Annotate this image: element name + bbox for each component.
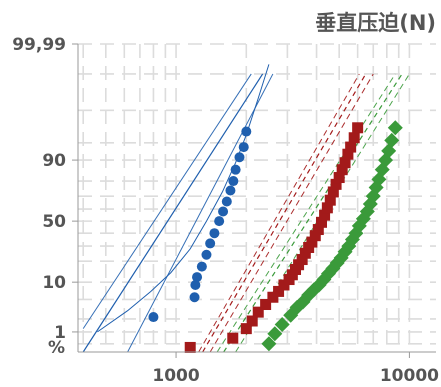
data-point [387,120,403,136]
data-point [315,216,327,228]
data-point [246,315,258,327]
gridlines [78,43,436,352]
data-point [324,194,336,206]
data-point [240,323,252,335]
data-point [384,132,400,148]
data-point [209,228,220,239]
chart-title: 垂直压迫(N) [315,11,436,35]
data-point [261,336,277,352]
data-point [221,196,232,207]
confidence-band-upper [198,73,360,352]
confidence-band-lower [209,73,374,352]
y-tick-label: 10 [42,273,66,293]
data-point [348,132,360,144]
axis-labels: 99,99 90 50 10 1% 1000 10000 [12,35,439,386]
confidence-band-upper [82,73,252,329]
fit-lines [82,73,403,352]
confidence-band-lower [127,73,274,352]
confidence-band-upper [216,73,396,352]
data-point [189,292,200,303]
data-point [227,332,239,344]
data-point [306,236,318,248]
x-tick-label: 10000 [380,366,439,386]
y-tick-label: 1 [54,323,66,343]
data-point [312,224,324,236]
data-point [252,306,264,318]
confidence-band-mid [97,64,270,333]
data-point [321,202,333,214]
data-point [333,250,349,266]
data-point [319,209,331,221]
data-point [260,299,272,311]
y-tick-label: 50 [42,212,66,232]
data-point [218,206,229,217]
data-point [352,122,364,134]
y-axis-label: % [48,338,65,358]
x-tick-label: 1000 [152,366,199,386]
data-point [274,316,290,332]
data-points [148,120,403,353]
data-point [345,141,357,153]
data-point [339,157,351,169]
data-point [296,254,308,266]
data-point [214,216,225,227]
data-point [148,312,159,323]
data-point [228,176,239,187]
data-point [333,172,345,184]
data-point [196,261,207,272]
data-point [267,326,283,342]
data-point [309,230,321,242]
data-point [192,272,203,283]
data-point [299,247,311,259]
data-point [273,285,285,297]
data-point [241,126,252,137]
data-point [190,279,201,290]
data-point [184,341,196,353]
data-point [336,164,348,176]
data-point [205,238,216,249]
data-point [225,185,236,196]
plot-area [78,44,436,352]
data-point [267,291,279,303]
data-point [330,178,342,190]
data-point [230,164,241,175]
data-point [234,152,245,163]
y-tick-label: 90 [42,151,66,171]
fit-line [223,73,403,352]
data-point [201,249,212,260]
data-point [342,148,354,160]
y-tick-label: 99,99 [12,35,66,55]
data-point [327,186,339,198]
fit-line [82,73,264,352]
data-point [238,142,249,153]
